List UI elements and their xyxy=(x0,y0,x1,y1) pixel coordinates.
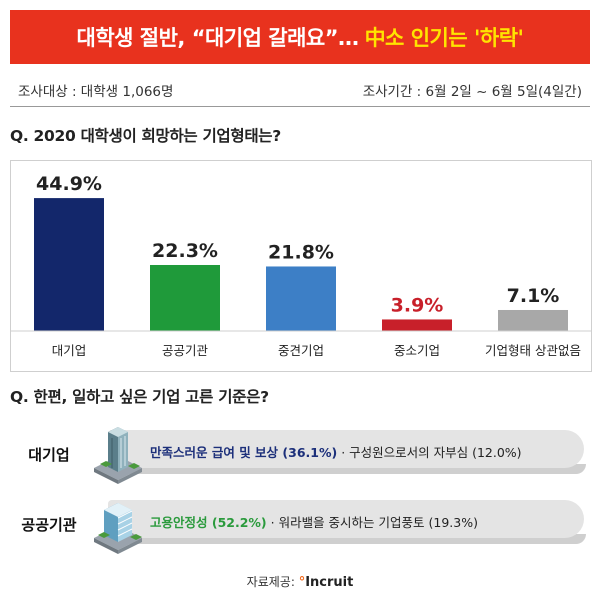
office-building-icon xyxy=(94,503,142,554)
value-label-0: 44.9% xyxy=(36,173,102,195)
criteria-label: 공공기관 xyxy=(21,516,77,534)
question-1: Q. 2020 대학생이 희망하는 기업형태는? xyxy=(10,127,281,145)
criteria-pill xyxy=(108,430,584,468)
criteria-secondary: · 구성원으로서의 자부심 (12.0%) xyxy=(341,445,522,460)
category-label-1: 공공기관 xyxy=(162,343,209,358)
bar-0 xyxy=(34,198,104,331)
criteria-primary: 고용안정성 (52.2%) xyxy=(150,515,267,530)
criteria-text: 만족스러운 급여 및 보상 (36.1%) · 구성원으로서의 자부심 (12.… xyxy=(150,442,522,461)
bar-4 xyxy=(498,309,568,331)
criteria-secondary: · 워라밸을 중시하는 기업풍토 (19.3%) xyxy=(270,515,478,530)
value-label-3: 3.9% xyxy=(391,294,444,316)
bar-chart-panel: 44.9% 대기업 22.3% 공공기관 21.8% 중견기업 3.9% 중소기업 7.1% 기업… xyxy=(10,160,592,372)
value-label-1: 22.3% xyxy=(152,240,218,262)
category-label-2: 중견기업 xyxy=(278,343,324,358)
value-label-2: 21.8% xyxy=(268,241,334,263)
bar-2 xyxy=(266,266,336,331)
divider xyxy=(10,106,590,107)
category-label-0: 대기업 xyxy=(52,343,87,358)
criteria-text: 고용안정성 (52.2%) · 워라밸을 중시하는 기업풍토 (19.3%) xyxy=(150,512,478,531)
office-tower-icon xyxy=(94,427,142,484)
value-label-4: 7.1% xyxy=(507,285,560,307)
criteria-primary: 만족스러운 급여 및 보상 (36.1%) xyxy=(150,445,338,460)
bar-1 xyxy=(150,264,220,331)
survey-period: 조사기간 : 6월 2일 ~ 6월 5일(4일간) xyxy=(362,84,582,100)
survey-target: 조사대상 : 대학생 1,066명 xyxy=(18,84,174,100)
criteria-row-large-company: 대기업 만족스러운 급여 및 보상 (36.1%) · 구성원으로서의 자부심 … xyxy=(10,427,590,486)
question-2: Q. 한편, 일하고 싶은 기업 고른 기준은? xyxy=(10,388,269,406)
incruit-logo: °Incruit xyxy=(298,575,354,590)
criteria-label: 대기업 xyxy=(28,446,70,464)
source-credit: 자료제공: °Incruit xyxy=(0,573,600,590)
source-label: 자료제공: xyxy=(246,575,295,589)
category-label-4: 기업형태 상관없음 xyxy=(485,343,581,358)
bar-3 xyxy=(382,319,452,331)
bar-chart: 44.9% 대기업 22.3% 공공기관 21.8% 중견기업 3.9% 중소기업 7.1% 기업… xyxy=(11,173,591,358)
criteria-row-public-institution: 공공기관 고용안정성 (52.2%) · 워라밸을 중시하는 기업풍토 (19.… xyxy=(10,498,590,556)
criteria-pill xyxy=(108,500,584,538)
headline-highlight: 中소 인기는 '하락' xyxy=(364,26,524,50)
category-label-3: 중소기업 xyxy=(394,343,440,358)
headline-main: 대학생 절반, “대기업 갈래요”… xyxy=(76,26,360,50)
headline-banner: 대학생 절반, “대기업 갈래요”… 中소 인기는 '하락' xyxy=(10,10,590,64)
